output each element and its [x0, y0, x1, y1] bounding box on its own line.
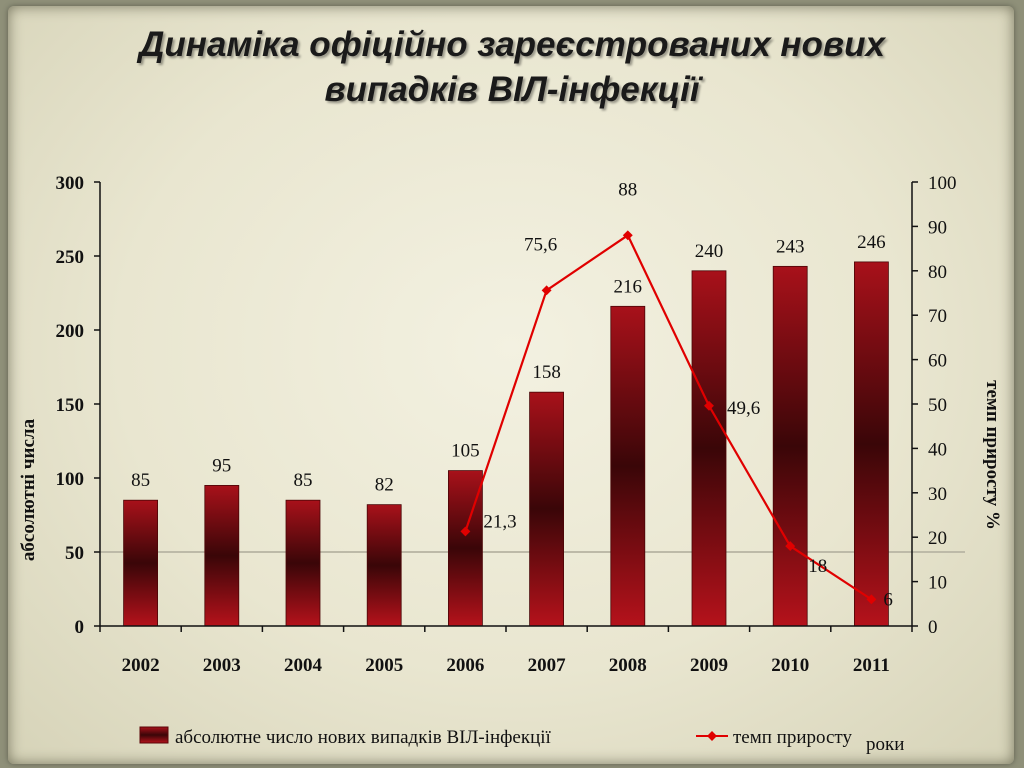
x-tick-label: 2007	[528, 655, 567, 676]
x-tick-label: 2002	[122, 655, 160, 676]
legend-bar-swatch	[139, 726, 169, 744]
growth-marker-2007	[541, 285, 552, 296]
y2-tick-label: 40	[928, 439, 947, 460]
bar-data-label: 95	[212, 455, 231, 476]
legend-bar-label: абсолютне число нових випадків ВІЛ-інфек…	[175, 727, 552, 748]
chart-title: Динаміка офіційно зареєстрованих нових в…	[0, 22, 1024, 112]
growth-marker-2009	[704, 400, 714, 411]
growth-data-label: 88	[618, 179, 637, 200]
bar-data-label: 82	[375, 475, 394, 496]
x-tick-label: 2009	[690, 655, 728, 676]
x-tick-label: 2004	[284, 655, 323, 676]
y2-tick-label: 20	[928, 528, 947, 549]
growth-data-label: 75,6	[524, 234, 557, 255]
bar-data-label: 85	[131, 470, 150, 491]
y2-tick-label: 30	[928, 484, 947, 505]
bar-2002	[123, 499, 158, 627]
slide-background	[8, 6, 1014, 764]
y2-tick-label: 10	[928, 573, 947, 594]
bar-data-label: 240	[695, 241, 724, 262]
bar-2008	[610, 305, 646, 627]
y2-tick-label: 0	[928, 617, 938, 638]
bar-2010	[772, 265, 808, 627]
growth-marker-2011	[866, 594, 877, 605]
bar-data-label: 105	[451, 441, 480, 462]
bars-layer	[123, 261, 889, 627]
legend-line-label: темп приросту	[733, 727, 852, 748]
x-tick-label: 2011	[853, 655, 890, 676]
x-tick-label: 2005	[365, 655, 403, 676]
bar-2005	[366, 504, 402, 627]
bar-data-label: 246	[857, 232, 886, 253]
growth-line	[464, 233, 873, 601]
bar-data-label: 158	[532, 362, 561, 383]
title-line-1: Динаміка офіційно зареєстрованих нових	[139, 25, 885, 64]
bar-2003	[204, 484, 240, 627]
y-tick-label: 50	[65, 543, 84, 564]
bar-2004	[285, 499, 321, 627]
y-tick-label: 300	[56, 173, 85, 194]
y2-tick-label: 80	[928, 262, 947, 283]
bar-2011	[854, 261, 889, 627]
labels-layer: 85 95 85 82 105 158 216 240 243 246 21,3 75,6 88 49,6…	[131, 179, 893, 610]
y-tick-label: 200	[56, 321, 85, 342]
growth-data-label: 49,6	[727, 398, 760, 419]
y2-tick-label: 50	[928, 395, 947, 416]
growth-data-label: 21,3	[483, 511, 516, 532]
x-tick-label: 2008	[609, 655, 647, 676]
x-tick-label: 2010	[771, 655, 809, 676]
axes-layer: 0 50 100 150 200 250 300 0 10 20 30 40 50 60 70 80 90 100…	[56, 173, 957, 676]
bar-data-label: 85	[294, 470, 313, 491]
y2-tick-label: 90	[928, 217, 947, 238]
x-tick-label: 2006	[446, 655, 484, 676]
bar-data-label: 243	[776, 236, 805, 257]
line-layer	[460, 230, 877, 605]
growth-marker-2008	[622, 230, 633, 241]
legend-line-marker	[707, 731, 717, 741]
y-tick-label: 250	[56, 247, 85, 268]
y2-tick-label: 100	[928, 173, 957, 194]
growth-marker-2010	[785, 541, 796, 552]
y-axis-title: абсолютні числа	[18, 418, 39, 561]
x-tick-label: 2003	[203, 655, 241, 676]
x-axis-title: роки	[866, 734, 904, 755]
title-line-2: випадків ВІЛ-інфекції	[324, 70, 700, 109]
y2-tick-label: 70	[928, 306, 947, 327]
y-tick-label: 100	[56, 469, 85, 490]
legend: абсолютне число нових випадків ВІЛ-інфек…	[139, 726, 904, 755]
bar-2007	[529, 391, 564, 627]
y2-tick-label: 60	[928, 351, 947, 372]
bar-2009	[691, 270, 727, 627]
y-tick-label: 150	[56, 395, 85, 416]
growth-marker-2006	[460, 526, 471, 537]
y2-axis-title: темп приросту %	[982, 380, 1003, 530]
growth-data-label: 6	[883, 589, 893, 610]
bar-data-label: 216	[614, 276, 643, 297]
y-tick-label: 0	[75, 617, 85, 638]
growth-data-label: 18	[808, 556, 827, 577]
